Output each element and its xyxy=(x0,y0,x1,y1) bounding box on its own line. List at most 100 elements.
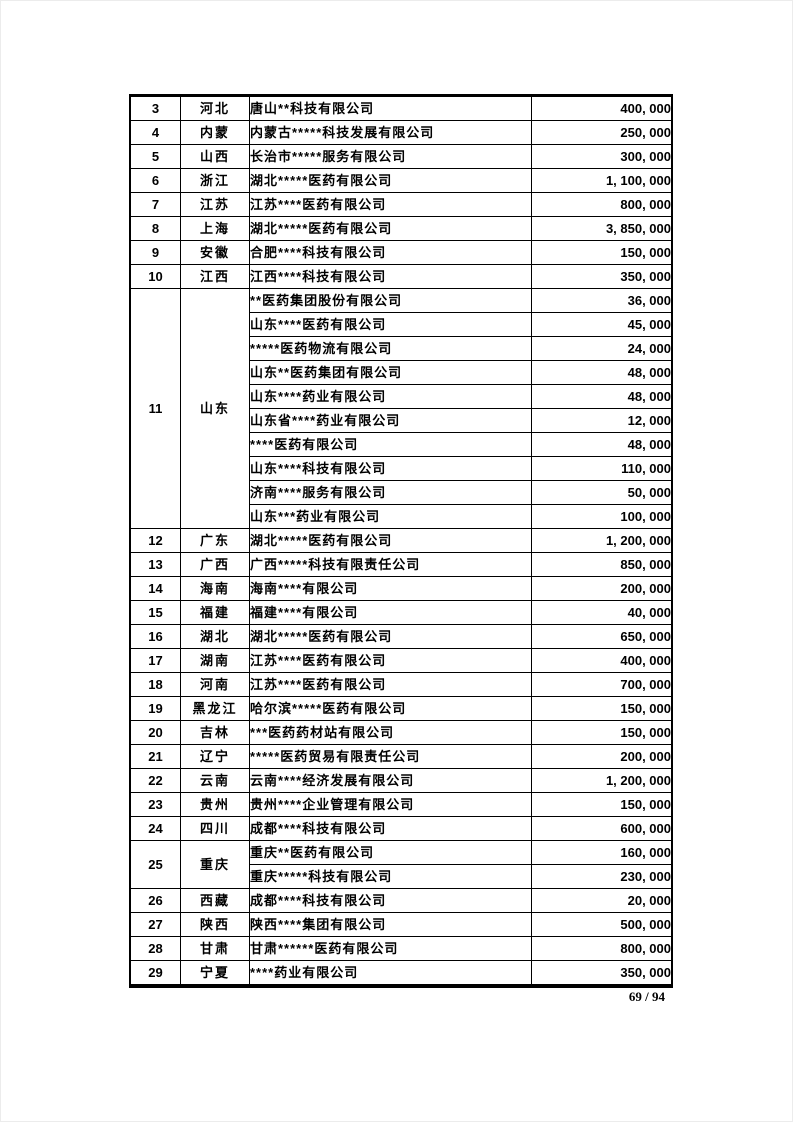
table-row: 山东****医药有限公司 45, 000 xyxy=(130,312,673,337)
row-number-cell: 22 xyxy=(129,768,181,793)
amount-cell: 150, 000 xyxy=(531,720,673,745)
table-row: 11 山东 **医药集团股份有限公司 36, 000 xyxy=(129,288,673,529)
company-name-cell: 山东省****药业有限公司 xyxy=(249,408,532,433)
amount-cell: 250, 000 xyxy=(531,120,673,145)
company-name-cell: 山东**医药集团有限公司 xyxy=(249,360,532,385)
province-cell: 云南 xyxy=(180,768,250,793)
company-name-cell: 山东****药业有限公司 xyxy=(249,384,532,409)
amount-cell: 150, 000 xyxy=(531,792,673,817)
province-cell: 上海 xyxy=(180,216,250,241)
amount-cell: 48, 000 xyxy=(531,432,673,457)
province-cell: 辽宁 xyxy=(180,744,250,769)
row-number-cell: 21 xyxy=(129,744,181,769)
province-cell: 湖北 xyxy=(180,624,250,649)
row-number-cell: 11 xyxy=(129,288,181,529)
amount-cell: 800, 000 xyxy=(531,936,673,961)
amount-cell: 400, 000 xyxy=(531,95,673,121)
table-row: 23 贵州 贵州****企业管理有限公司 150, 000 xyxy=(129,792,673,817)
table-row: 8 上海 湖北*****医药有限公司 3, 850, 000 xyxy=(129,216,673,241)
company-name-cell: 江西****科技有限公司 xyxy=(249,264,532,289)
table-row: 27 陕西 陕西****集团有限公司 500, 000 xyxy=(129,912,673,937)
province-cell: 福建 xyxy=(180,600,250,625)
table-row: 山东省****药业有限公司 12, 000 xyxy=(130,408,673,433)
province-cell: 重庆 xyxy=(180,840,250,889)
company-name-cell: 山东****科技有限公司 xyxy=(249,456,532,481)
table-row: 25 重庆 重庆**医药有限公司 160, 000 xyxy=(129,840,673,889)
table-row: 12 广东 湖北*****医药有限公司 1, 200, 000 xyxy=(129,528,673,553)
table-row: 18 河南 江苏****医药有限公司 700, 000 xyxy=(129,672,673,697)
row-number-cell: 4 xyxy=(129,120,181,145)
company-name-cell: *****医药贸易有限责任公司 xyxy=(249,744,532,769)
row-number-cell: 24 xyxy=(129,816,181,841)
amount-cell: 45, 000 xyxy=(531,312,673,337)
company-name-cell: 广西*****科技有限责任公司 xyxy=(249,552,532,577)
company-name-cell: 云南****经济发展有限公司 xyxy=(249,768,532,793)
company-name-cell: 重庆**医药有限公司 xyxy=(249,840,532,865)
company-name-cell: 长治市*****服务有限公司 xyxy=(249,144,532,169)
row-number-cell: 27 xyxy=(129,912,181,937)
table-row: 17 湖南 江苏****医药有限公司 400, 000 xyxy=(129,648,673,673)
company-name-cell: 江苏****医药有限公司 xyxy=(249,648,532,673)
table-row: 16 湖北 湖北*****医药有限公司 650, 000 xyxy=(129,624,673,649)
company-name-cell: 甘肃******医药有限公司 xyxy=(249,936,532,961)
amount-cell: 20, 000 xyxy=(531,888,673,913)
table-row: 10 江西 江西****科技有限公司 350, 000 xyxy=(129,264,673,289)
table-row: 21 辽宁 *****医药贸易有限责任公司 200, 000 xyxy=(129,744,673,769)
amount-cell: 700, 000 xyxy=(531,672,673,697)
row-number-cell: 12 xyxy=(129,528,181,553)
table-row: 山东****药业有限公司 48, 000 xyxy=(130,384,673,409)
company-name-cell: 成都****科技有限公司 xyxy=(249,888,532,913)
table-row: 28 甘肃 甘肃******医药有限公司 800, 000 xyxy=(129,936,673,961)
amount-cell: 3, 850, 000 xyxy=(531,216,673,241)
company-name-cell: 湖北*****医药有限公司 xyxy=(249,528,532,553)
company-name-cell: 陕西****集团有限公司 xyxy=(249,912,532,937)
amount-cell: 1, 100, 000 xyxy=(531,168,673,193)
province-cell: 黑龙江 xyxy=(180,696,250,721)
amount-cell: 150, 000 xyxy=(531,240,673,265)
row-number-cell: 16 xyxy=(129,624,181,649)
table-row: 济南****服务有限公司 50, 000 xyxy=(130,480,673,505)
company-name-cell: 江苏****医药有限公司 xyxy=(249,192,532,217)
row-number-cell: 25 xyxy=(129,840,181,889)
table-row: 山东**医药集团有限公司 48, 000 xyxy=(130,360,673,385)
amount-cell: 48, 000 xyxy=(531,384,673,409)
table-row: 3 河北 唐山**科技有限公司 400, 000 xyxy=(129,95,673,121)
table-row: 20 吉林 ***医药药材站有限公司 150, 000 xyxy=(129,720,673,745)
row-number-cell: 17 xyxy=(129,648,181,673)
amount-cell: 600, 000 xyxy=(531,816,673,841)
row-number-cell: 13 xyxy=(129,552,181,577)
province-cell: 贵州 xyxy=(180,792,250,817)
table-body: 3 河北 唐山**科技有限公司 400, 000 4 内蒙 内蒙古*****科技发展有限公司… xyxy=(129,95,673,987)
row-number-cell: 19 xyxy=(129,696,181,721)
amount-cell: 110, 000 xyxy=(531,456,673,481)
amount-cell: 48, 000 xyxy=(531,360,673,385)
province-cell: 广东 xyxy=(180,528,250,553)
row-number-cell: 10 xyxy=(129,264,181,289)
table-row: 29 宁夏 ****药业有限公司 350, 000 xyxy=(129,960,673,987)
row-number-cell: 7 xyxy=(129,192,181,217)
company-name-cell: 合肥****科技有限公司 xyxy=(249,240,532,265)
table-row: 26 西藏 成都****科技有限公司 20, 000 xyxy=(129,888,673,913)
amount-cell: 40, 000 xyxy=(531,600,673,625)
company-name-cell: 湖北*****医药有限公司 xyxy=(249,216,532,241)
amount-cell: 36, 000 xyxy=(531,288,673,313)
company-name-cell: 山东****医药有限公司 xyxy=(249,312,532,337)
page-number: 69 / 94 xyxy=(628,989,665,1004)
amount-cell: 400, 000 xyxy=(531,648,673,673)
table-row: 19 黑龙江 哈尔滨*****医药有限公司 150, 000 xyxy=(129,696,673,721)
company-name-cell: 成都****科技有限公司 xyxy=(249,816,532,841)
province-cell: 安徽 xyxy=(180,240,250,265)
province-cell: 甘肃 xyxy=(180,936,250,961)
company-name-cell: 山东***药业有限公司 xyxy=(249,504,532,529)
row-number-cell: 6 xyxy=(129,168,181,193)
company-name-cell: ***医药药材站有限公司 xyxy=(249,720,532,745)
province-cell: 山西 xyxy=(180,144,250,169)
row-number-cell: 28 xyxy=(129,936,181,961)
table-row: 15 福建 福建****有限公司 40, 000 xyxy=(129,600,673,625)
company-name-cell: 唐山**科技有限公司 xyxy=(249,95,532,121)
row-number-cell: 15 xyxy=(129,600,181,625)
province-cell: 西藏 xyxy=(180,888,250,913)
amount-cell: 230, 000 xyxy=(531,864,673,889)
table-row: 24 四川 成都****科技有限公司 600, 000 xyxy=(129,816,673,841)
row-number-cell: 8 xyxy=(129,216,181,241)
